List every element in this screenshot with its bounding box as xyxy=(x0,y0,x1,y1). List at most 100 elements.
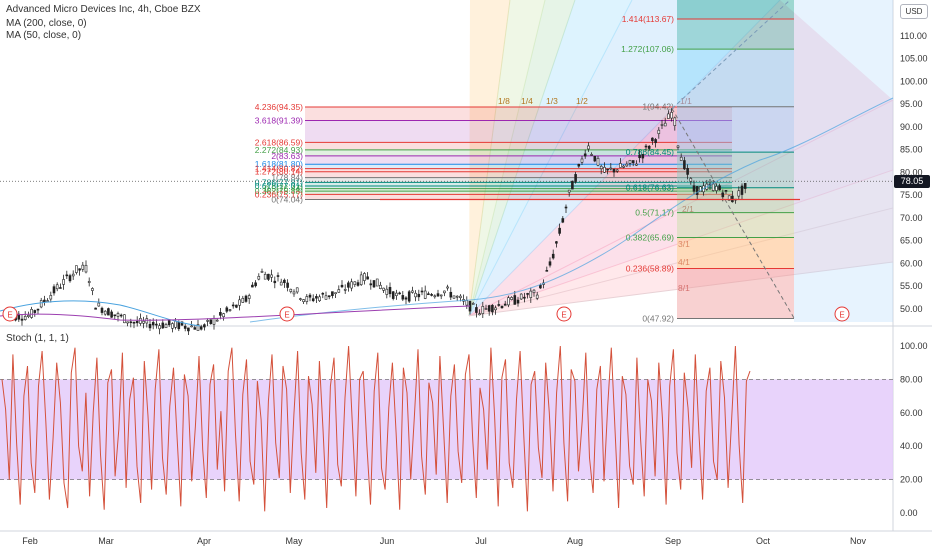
fib-zone xyxy=(305,164,732,169)
candle-body xyxy=(334,292,337,295)
fib-extension: 1.414(113.67) 1.272(107.06) 1(94.42) 0.786(… xyxy=(621,0,893,323)
candle-body xyxy=(599,165,603,170)
ext-side-zone xyxy=(794,0,893,322)
candle-body xyxy=(23,316,27,320)
stoch-tick-label: 60.00 xyxy=(900,408,923,418)
candle-body xyxy=(721,192,725,198)
fan-zone-8 xyxy=(469,208,893,316)
candle-body xyxy=(660,124,664,126)
candle-body xyxy=(222,313,225,318)
candle-body xyxy=(91,288,94,291)
fib-level-label: 2.272(84.93) xyxy=(255,145,303,155)
candle-body xyxy=(567,189,571,193)
stoch-pane xyxy=(0,345,893,512)
candle-body xyxy=(401,295,405,300)
candle-body xyxy=(52,286,56,294)
candle-body xyxy=(654,139,657,144)
chart-title: Advanced Micro Devices Inc, 4h, Cboe BZX xyxy=(6,4,201,15)
candle-body xyxy=(574,174,577,183)
candle-body xyxy=(158,325,161,330)
candle-body xyxy=(123,314,126,324)
candle-body xyxy=(199,326,203,330)
candle-body xyxy=(686,168,689,175)
candle-body xyxy=(366,276,369,280)
ext-zone xyxy=(677,212,794,238)
fan-label: 8/1 xyxy=(678,283,690,293)
candle-body xyxy=(81,264,85,270)
ma200-extension xyxy=(249,97,894,323)
candle-body xyxy=(78,268,81,271)
candle-body xyxy=(609,167,613,170)
candle-body xyxy=(590,154,593,156)
candle-body xyxy=(385,288,389,295)
fan-ray-2 xyxy=(468,0,576,316)
candle-body xyxy=(30,309,33,318)
candle-body xyxy=(39,300,43,308)
candle-body xyxy=(471,303,475,305)
candle-body xyxy=(151,322,155,326)
candle-body xyxy=(491,304,494,313)
candle-body xyxy=(305,296,309,302)
candle-body xyxy=(254,282,257,287)
candle-body xyxy=(103,310,107,315)
fib-level-label: 2.618(86.59) xyxy=(255,137,303,147)
candle-body xyxy=(193,327,197,330)
fan-label: 1/1 xyxy=(680,96,692,106)
ext-level-label: 0.236(58.89) xyxy=(626,264,674,274)
candle-body xyxy=(551,253,555,259)
fib-level-label: 1(78.84) xyxy=(271,173,303,183)
fan-label: 1/2 xyxy=(576,96,588,106)
candle-body xyxy=(414,292,417,298)
price-tick-label: 75.00 xyxy=(900,190,923,200)
candle-body xyxy=(174,320,177,328)
candle-body xyxy=(94,307,97,310)
ext-level-label: 1(94.42) xyxy=(642,102,674,112)
ext-level-label: 1.414(113.67) xyxy=(622,14,674,24)
candle-body xyxy=(532,289,536,293)
candle-body xyxy=(443,290,446,294)
fib-zone xyxy=(305,194,732,200)
candle-body xyxy=(430,294,433,296)
current-price-badge: 78.05 xyxy=(894,175,930,188)
candle-body xyxy=(564,206,568,209)
candle-body xyxy=(116,313,120,317)
price-tick-label: 50.00 xyxy=(900,304,923,314)
candle-body xyxy=(670,112,673,119)
fib-zone xyxy=(305,171,732,178)
price-tick-label: 100.00 xyxy=(900,76,928,86)
candle-body xyxy=(119,314,123,317)
candle-body xyxy=(308,294,312,298)
candle-body xyxy=(497,304,501,306)
candle-body xyxy=(513,295,517,305)
candle-body xyxy=(724,190,728,192)
candle-body xyxy=(484,308,488,310)
fan-label: 1/4 xyxy=(521,96,533,106)
candle-body xyxy=(62,279,65,285)
candle-body xyxy=(289,288,293,292)
fan-zone-7 xyxy=(469,170,893,316)
ext-zone-top xyxy=(677,0,794,20)
fib-zone xyxy=(305,149,732,156)
fib-zone xyxy=(305,142,732,150)
candle-body xyxy=(215,319,219,322)
candle-body xyxy=(331,291,334,296)
candle-body xyxy=(148,323,152,329)
candle-body xyxy=(631,160,635,164)
fan-label: 4/1 xyxy=(678,257,690,267)
candle-body xyxy=(55,284,59,290)
candle-body xyxy=(417,293,421,298)
candle-body xyxy=(359,274,363,285)
fib-level-label: 0.786(77.81) xyxy=(255,177,303,187)
candle-body xyxy=(452,295,456,299)
candle-body xyxy=(606,168,609,171)
candle-body xyxy=(382,287,385,291)
candle-body xyxy=(455,295,459,298)
time-tick-label: Oct xyxy=(756,536,771,546)
candle-body xyxy=(43,299,46,303)
ext-level-label: 0.5(71.17) xyxy=(635,208,674,218)
candle-body xyxy=(337,289,341,293)
candle-body xyxy=(625,163,629,167)
currency-button[interactable]: USD xyxy=(900,4,928,19)
fib-level-label: 1.414(80.82) xyxy=(255,164,303,174)
